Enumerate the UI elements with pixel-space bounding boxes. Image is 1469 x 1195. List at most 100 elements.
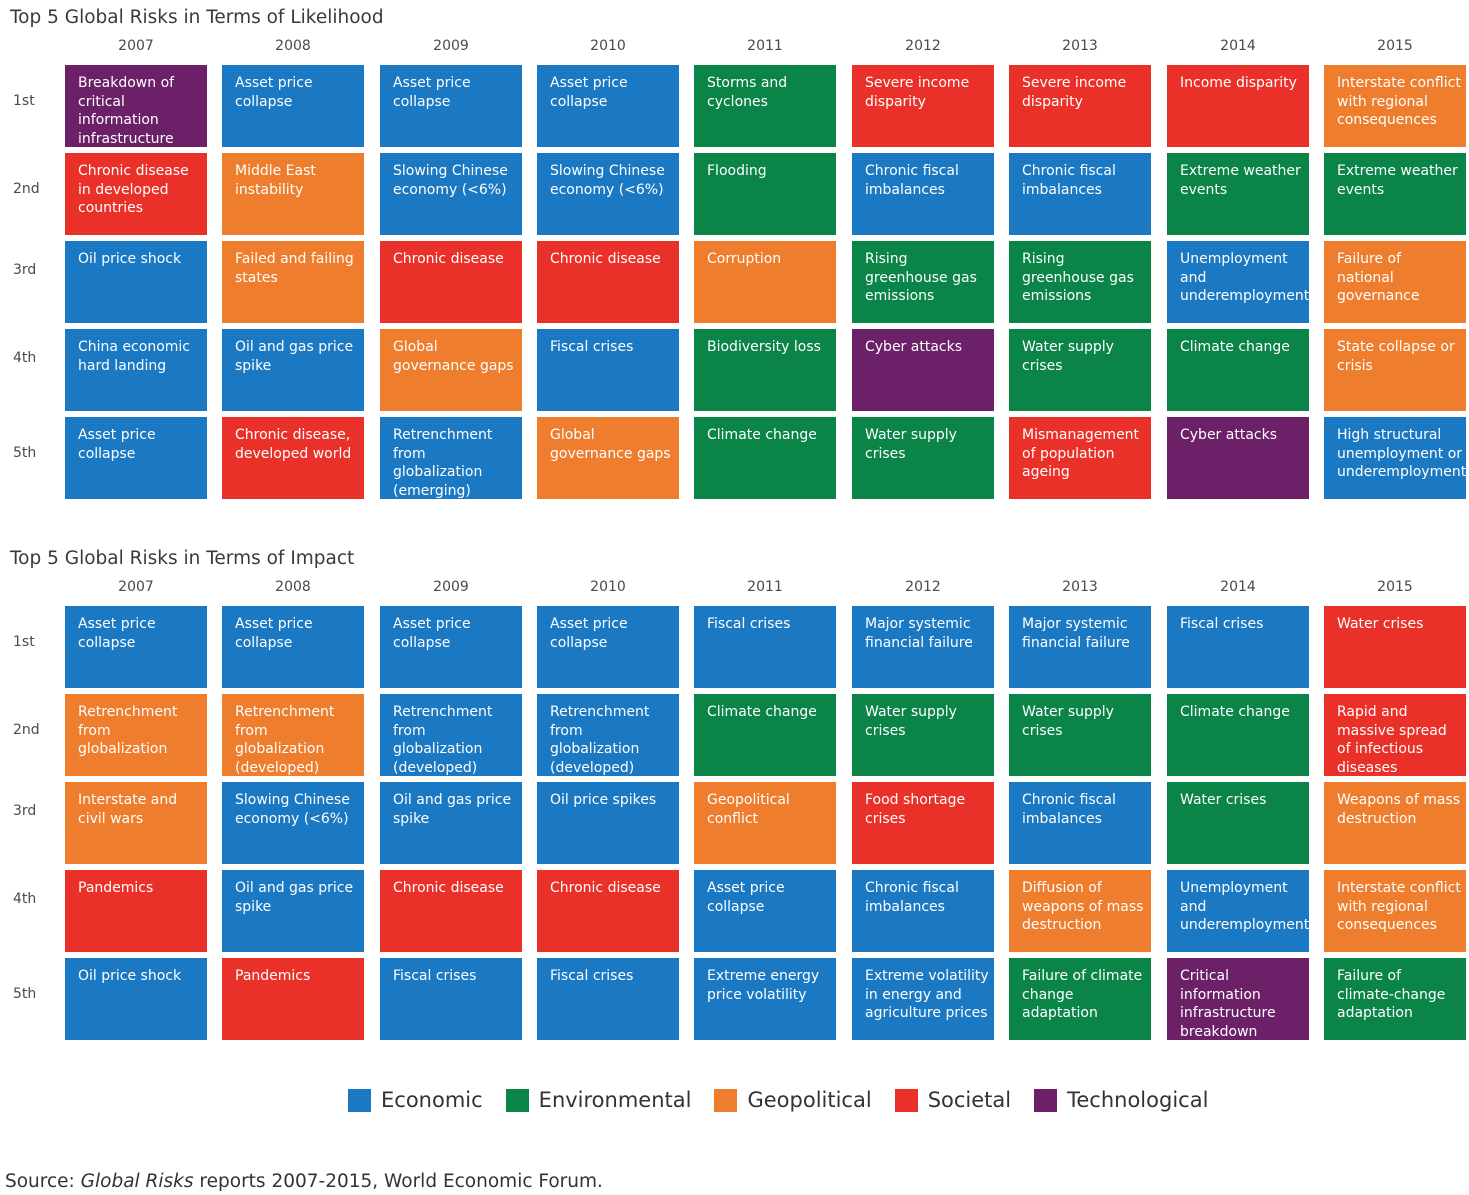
year-header: 2011 [747, 579, 783, 595]
risk-cell: Slowing Chinese economy (<6%) [380, 153, 522, 235]
risk-cell: Severe income disparity [852, 65, 994, 147]
legend-swatch-societal [894, 1088, 918, 1112]
year-header: 2014 [1220, 579, 1256, 595]
risk-cell: Retrenchment from globalization [65, 694, 207, 776]
legend-item-environmental: Environmental [505, 1088, 692, 1112]
source-prefix: Source: [5, 1171, 81, 1192]
risk-cell: Oil price shock [65, 958, 207, 1040]
risk-cell: Unemployment and underemployment [1167, 241, 1309, 323]
panel-title: Top 5 Global Risks in Terms of Impact [10, 548, 355, 569]
risk-cell: Failure of national governance [1324, 241, 1466, 323]
risk-cell: Extreme weather events [1167, 153, 1309, 235]
year-header: 2013 [1062, 579, 1098, 595]
risk-cell: Critical information infrastructure brea… [1167, 958, 1309, 1040]
risk-cell: Failure of climate change adaptation [1009, 958, 1151, 1040]
risk-cell: Chronic disease [380, 241, 522, 323]
year-header: 2008 [275, 579, 311, 595]
risk-cell: Pandemics [65, 870, 207, 952]
risk-cell: Unemployment and underemployment [1167, 870, 1309, 952]
risk-cell: Climate change [694, 417, 836, 499]
risk-cell: Fiscal crises [537, 958, 679, 1040]
risk-cell: Rising greenhouse gas emissions [852, 241, 994, 323]
legend-swatch-environmental [505, 1088, 529, 1112]
year-header: 2009 [433, 579, 469, 595]
year-header: 2011 [747, 38, 783, 54]
risk-cell: Fiscal crises [380, 958, 522, 1040]
risk-cell: Extreme energy price volatility [694, 958, 836, 1040]
risk-cell: Oil and gas price spike [222, 870, 364, 952]
risk-cell: Chronic fiscal imbalances [1009, 153, 1151, 235]
risk-cell: Oil and gas price spike [380, 782, 522, 864]
rank-label: 2nd [13, 181, 40, 197]
risk-cell: Rapid and massive spread of infectious d… [1324, 694, 1466, 776]
risk-cell: Pandemics [222, 958, 364, 1040]
panel-title: Top 5 Global Risks in Terms of Likelihoo… [10, 7, 384, 28]
risk-cell: Climate change [1167, 329, 1309, 411]
risk-cell: Asset price collapse [380, 65, 522, 147]
risk-cell: Chronic disease [537, 870, 679, 952]
legend-swatch-geopolitical [714, 1088, 738, 1112]
risk-cell: Extreme weather events [1324, 153, 1466, 235]
risk-cell: Retrenchment from globalization (develop… [537, 694, 679, 776]
risk-cell: Asset price collapse [694, 870, 836, 952]
risk-cell: Global governance gaps [537, 417, 679, 499]
risk-cell: Water supply crises [1009, 694, 1151, 776]
legend-item-societal: Societal [894, 1088, 1012, 1112]
rank-label: 5th [13, 445, 37, 461]
rank-label: 2nd [13, 722, 40, 738]
risk-cell: Cyber attacks [1167, 417, 1309, 499]
risk-cell: Severe income disparity [1009, 65, 1151, 147]
risk-cell: Chronic fiscal imbalances [1009, 782, 1151, 864]
risk-cell: Water supply crises [852, 417, 994, 499]
rank-label: 3rd [13, 803, 37, 819]
year-header: 2012 [905, 38, 941, 54]
risk-cell: High structural unemployment or underemp… [1324, 417, 1466, 499]
risk-cell: Failed and failing states [222, 241, 364, 323]
legend: Economic Environmental Geopolitical Soci… [348, 1085, 1231, 1115]
rank-label: 1st [13, 634, 35, 650]
risk-cell: Oil price spikes [537, 782, 679, 864]
year-header: 2008 [275, 38, 311, 54]
risk-cell: Chronic fiscal imbalances [852, 153, 994, 235]
risk-cell: Climate change [1167, 694, 1309, 776]
legend-label-economic: Economic [381, 1088, 483, 1112]
risk-cell: Cyber attacks [852, 329, 994, 411]
legend-label-geopolitical: Geopolitical [747, 1088, 872, 1112]
risk-cell: Fiscal crises [537, 329, 679, 411]
risk-cell: Fiscal crises [694, 606, 836, 688]
risk-cell: Corruption [694, 241, 836, 323]
year-header: 2010 [590, 579, 626, 595]
risk-cell: Water supply crises [1009, 329, 1151, 411]
risk-cell: Chronic disease [537, 241, 679, 323]
year-header: 2015 [1377, 579, 1413, 595]
risk-cell: Fiscal crises [1167, 606, 1309, 688]
legend-label-environmental: Environmental [538, 1088, 692, 1112]
legend-swatch-technological [1034, 1088, 1058, 1112]
risk-cell: Weapons of mass destruction [1324, 782, 1466, 864]
risk-cell: Asset price collapse [537, 606, 679, 688]
risk-cell: Asset price collapse [65, 417, 207, 499]
risk-cell: Asset price collapse [65, 606, 207, 688]
year-header: 2012 [905, 579, 941, 595]
risk-cell: Retrenchment from globalization (develop… [380, 694, 522, 776]
risk-cell: Asset price collapse [222, 606, 364, 688]
risk-cell: Diffusion of weapons of mass destruction [1009, 870, 1151, 952]
risk-cell: Flooding [694, 153, 836, 235]
risk-cell: Chronic disease in developed countries [65, 153, 207, 235]
risk-cell: Interstate conflict with regional conseq… [1324, 870, 1466, 952]
risk-cell: Interstate conflict with regional conseq… [1324, 65, 1466, 147]
risk-cell: Asset price collapse [222, 65, 364, 147]
risk-cell: Water crises [1167, 782, 1309, 864]
risk-cell: Retrenchment from globalization (develop… [222, 694, 364, 776]
risk-cell: Oil and gas price spike [222, 329, 364, 411]
year-header: 2015 [1377, 38, 1413, 54]
rank-label: 1st [13, 93, 35, 109]
legend-label-societal: Societal [927, 1088, 1012, 1112]
year-header: 2014 [1220, 38, 1256, 54]
source-suffix: reports 2007-2015, World Economic Forum. [193, 1171, 603, 1192]
legend-item-economic: Economic [348, 1088, 483, 1112]
risk-cell: Chronic fiscal imbalances [852, 870, 994, 952]
risk-cell: China economic hard landing [65, 329, 207, 411]
risk-cell: Breakdown of critical information infras… [65, 65, 207, 147]
source-report-name: Global Risks [80, 1171, 194, 1192]
